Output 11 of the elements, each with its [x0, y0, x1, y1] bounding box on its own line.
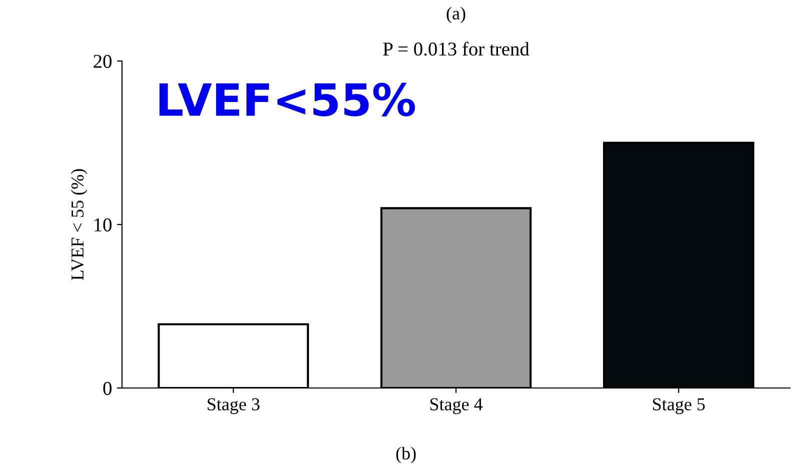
text: (b)	[396, 446, 416, 464]
y-tick-label: 10	[94, 218, 112, 232]
annotation: LVEF<55%	[159, 82, 415, 116]
y-tick-label: 0	[103, 382, 112, 395]
y-tick-label: 20	[94, 54, 112, 68]
x-tick-label: Stage 3	[208, 398, 260, 414]
x-tick-label: Stage 4	[430, 398, 483, 414]
y-axis-title: LVEF < 55 (%)	[70, 169, 88, 280]
chart-title: (a)	[446, 6, 466, 24]
x-tick-label: Stage 5	[653, 398, 705, 414]
chart-subtitle: P = 0.013 for trend	[383, 42, 530, 56]
